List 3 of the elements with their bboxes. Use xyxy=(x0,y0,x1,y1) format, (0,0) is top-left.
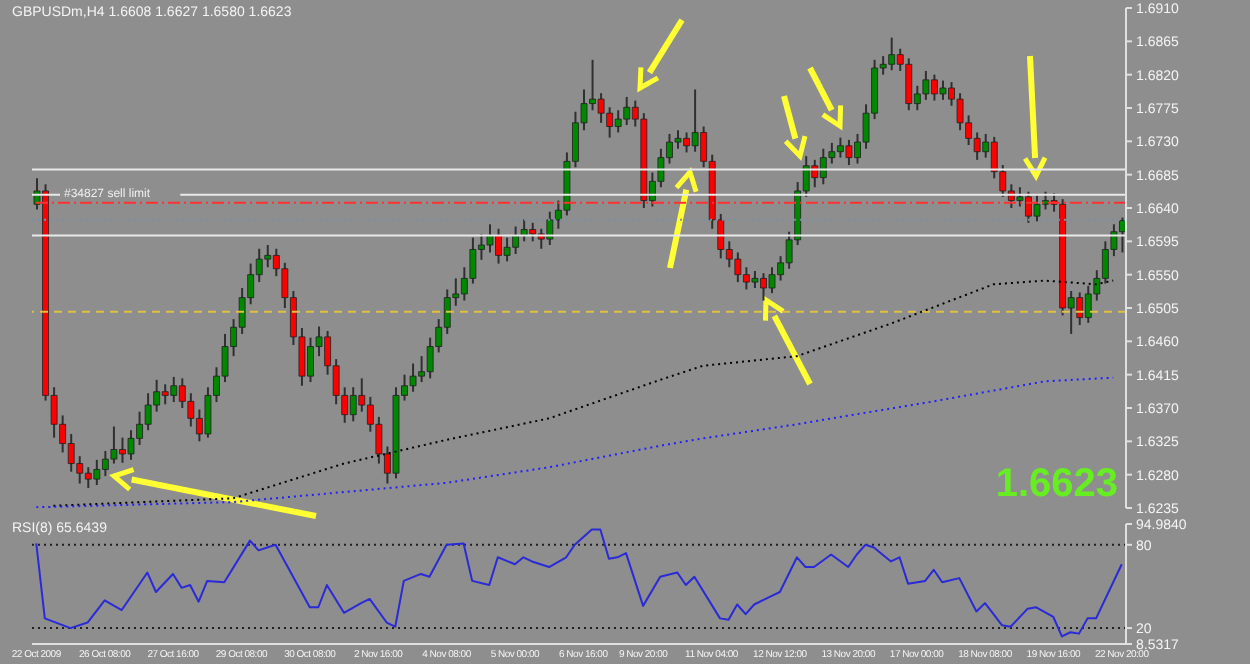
line-series xyxy=(35,376,1115,508)
annotation: 1.6623 xyxy=(995,462,1118,508)
line-series xyxy=(52,279,1115,507)
